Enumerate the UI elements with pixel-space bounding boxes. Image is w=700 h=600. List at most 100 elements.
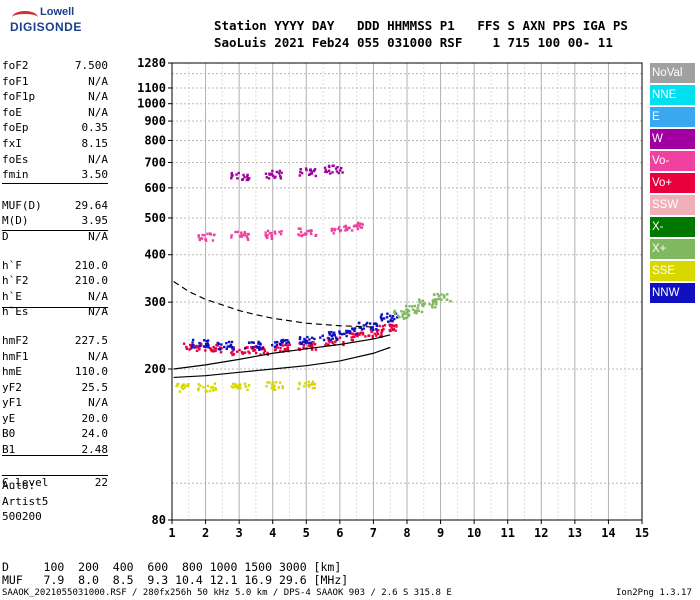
- echo-point: [334, 340, 337, 343]
- echo-point: [313, 337, 316, 341]
- legend-item-vo-: Vo-: [650, 151, 695, 171]
- param-row: D N/A: [2, 229, 108, 245]
- echo-point: [309, 342, 313, 345]
- param-row: h`Es N/A: [2, 304, 108, 320]
- echo-point: [274, 380, 278, 384]
- echo-point: [243, 231, 246, 234]
- echo-point: [236, 230, 239, 234]
- param-row: h`F 210.0: [2, 258, 108, 274]
- echo-point: [288, 343, 291, 346]
- echo-point: [331, 164, 334, 167]
- echo-point: [360, 226, 364, 229]
- echo-point: [231, 350, 234, 353]
- echo-point: [299, 341, 302, 344]
- echo-point: [270, 343, 274, 347]
- echo-point: [328, 165, 331, 169]
- echo-point: [207, 346, 210, 349]
- echo-point: [380, 316, 383, 320]
- echo-point: [263, 349, 267, 353]
- echo-point: [311, 343, 314, 347]
- echo-point: [358, 222, 362, 225]
- echo-point: [198, 341, 201, 345]
- echo-point: [248, 177, 251, 180]
- echo-point: [201, 233, 204, 237]
- echo-point: [413, 309, 417, 313]
- echo-point: [392, 324, 395, 327]
- x-tick-label: 14: [601, 526, 615, 540]
- echo-point: [182, 383, 185, 386]
- echo-point: [366, 321, 369, 325]
- echo-point: [209, 386, 213, 389]
- echo-point: [208, 232, 212, 235]
- param-name: MUF(D): [2, 198, 42, 212]
- echo-point: [241, 351, 244, 355]
- echo-point: [310, 383, 314, 386]
- echo-point: [361, 331, 365, 335]
- echo-point: [234, 230, 237, 234]
- echo-point: [356, 227, 359, 231]
- echo-point: [413, 304, 417, 308]
- echo-point: [378, 324, 381, 328]
- echo-point: [388, 329, 392, 332]
- echo-point: [188, 348, 191, 351]
- echo-point: [421, 299, 425, 303]
- param-value: N/A: [88, 90, 108, 104]
- echo-point: [251, 346, 255, 349]
- echo-point: [178, 390, 181, 393]
- echo-point: [266, 234, 269, 237]
- echo-point: [395, 325, 398, 328]
- echo-point: [371, 334, 374, 338]
- echo-point: [197, 235, 200, 238]
- echo-point: [359, 326, 362, 330]
- echo-point: [252, 341, 255, 344]
- echo-point: [225, 341, 228, 345]
- echo-point: [335, 338, 338, 342]
- echo-point: [281, 386, 285, 390]
- echo-point: [330, 228, 334, 231]
- echo-point: [370, 330, 373, 334]
- echo-point: [375, 323, 378, 326]
- param-separator: [2, 183, 108, 184]
- echo-point: [449, 299, 452, 303]
- echo-point: [271, 386, 274, 389]
- echo-point: [334, 227, 337, 231]
- echo-point: [187, 383, 190, 386]
- param-name: hmF1: [2, 349, 29, 363]
- param-name: h`E: [2, 289, 22, 303]
- param-row: hmF1 N/A: [2, 349, 108, 365]
- echo-point: [230, 234, 233, 237]
- legend-item-nne: NNE: [650, 85, 695, 105]
- echo-point: [440, 298, 443, 301]
- echo-point: [446, 293, 449, 296]
- x-tick-label: 1: [168, 526, 175, 540]
- echo-point: [246, 237, 249, 240]
- param-row: C-level 22: [2, 475, 108, 491]
- echo-point: [264, 231, 267, 234]
- echo-point: [389, 319, 393, 323]
- echo-point: [328, 333, 331, 336]
- echo-point: [297, 227, 301, 230]
- legend-item-ssw: SSW: [650, 195, 695, 215]
- echo-point: [180, 386, 183, 389]
- echo-point: [340, 333, 344, 336]
- echo-point: [211, 385, 215, 389]
- polarization-legend: NoVal NNE E W Vo- Vo+ SSW X- X+ SSE NNW: [650, 63, 695, 305]
- echo-point: [213, 347, 216, 350]
- echo-point: [311, 381, 314, 385]
- echo-point: [443, 294, 446, 297]
- echo-point: [341, 171, 344, 174]
- echo-point: [389, 314, 392, 318]
- echo-point: [304, 382, 307, 385]
- x-tick-label: 4: [269, 526, 276, 540]
- echo-point: [428, 303, 431, 306]
- param-name: hmF2: [2, 333, 29, 347]
- logo-line1: Lowell: [40, 6, 75, 18]
- echo-point: [276, 346, 280, 349]
- echo-point: [415, 309, 418, 312]
- echo-point: [209, 347, 212, 350]
- echo-point: [411, 308, 415, 311]
- echo-point: [338, 225, 341, 229]
- echo-point: [240, 235, 244, 238]
- echo-point: [238, 235, 242, 238]
- echo-point: [434, 303, 438, 306]
